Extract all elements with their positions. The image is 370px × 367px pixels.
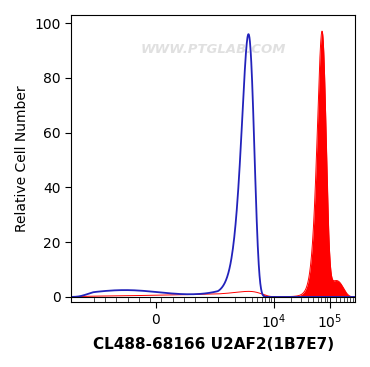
Text: WWW.PTGLAB.COM: WWW.PTGLAB.COM [141, 43, 286, 56]
X-axis label: CL488-68166 U2AF2(1B7E7): CL488-68166 U2AF2(1B7E7) [92, 337, 334, 352]
Y-axis label: Relative Cell Number: Relative Cell Number [15, 86, 29, 232]
